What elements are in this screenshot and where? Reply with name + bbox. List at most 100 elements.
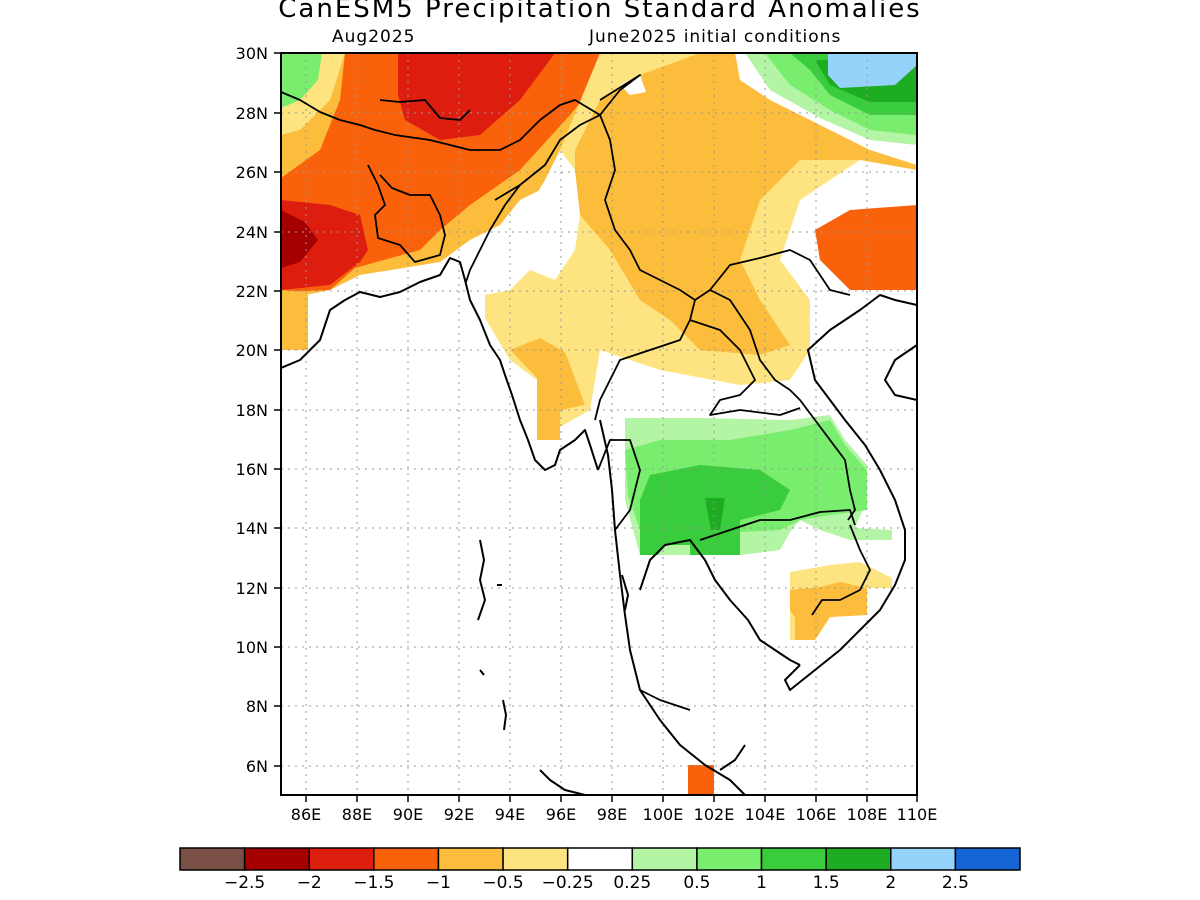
- lat-label: 24N: [236, 223, 268, 242]
- region-east-orange: [815, 205, 917, 290]
- colorbar-swatch: [696, 847, 763, 871]
- colorbar-swatch: [373, 847, 440, 871]
- colorbar: [179, 847, 1021, 871]
- border-cambodia-vietnam: [811, 524, 871, 616]
- lon-label: 106E: [796, 805, 837, 824]
- map-frame: [280, 52, 918, 796]
- coast-malaya-east: [719, 744, 746, 771]
- gridlines: [281, 53, 917, 795]
- lat-label: 16N: [236, 460, 268, 479]
- small-island-a: [479, 669, 485, 676]
- region-nw-darkred: [281, 210, 318, 268]
- region-white-plume: [620, 75, 646, 95]
- coast-thailand-gulf: [639, 539, 801, 666]
- country-borders: [281, 74, 871, 711]
- small-island-c: [621, 574, 630, 611]
- colorbar-labels: −2.5 −2 −1.5 −1 −0.5 −0.25 0.25 0.5 1 1.5 2 2.5: [224, 873, 969, 893]
- border-nepal-india: [281, 91, 376, 131]
- andaman-islands: [477, 539, 487, 621]
- colorbar-label: −1: [426, 873, 451, 893]
- lon-label: 100E: [643, 805, 684, 824]
- border-india-ne: [374, 99, 601, 151]
- lat-label: 28N: [236, 104, 268, 123]
- chart-title: CanESM5 Precipitation Standard Anomalies: [278, 0, 922, 24]
- colorbar-swatch: [825, 847, 892, 871]
- colorbar-label: 1: [756, 873, 767, 893]
- border-china-north: [599, 74, 641, 116]
- colorbar-label: −0.25: [542, 873, 594, 893]
- lat-label: 8N: [246, 697, 268, 716]
- lat-label: 6N: [246, 757, 268, 776]
- region-malaya-orange: [688, 765, 714, 795]
- coastlines: [281, 257, 917, 795]
- colorbar-label: 0.5: [683, 873, 710, 893]
- region-west-edge-orange: [281, 290, 308, 350]
- border-china-vietnam: [709, 249, 851, 296]
- border-bhutan: [379, 99, 471, 121]
- region-white-gap: [480, 150, 580, 280]
- border-bangladesh: [367, 164, 446, 263]
- colorbar-label: 1.5: [813, 873, 840, 893]
- lat-label: 30N: [236, 44, 268, 63]
- colorbar-label: −0.5: [482, 873, 523, 893]
- colorbar-swatch: [308, 847, 375, 871]
- region-south-myanmar-orange: [510, 338, 585, 440]
- lat-label: 26N: [236, 163, 268, 182]
- colorbar-label: −1.5: [353, 873, 394, 893]
- border-myanmar-thailand-south: [597, 439, 641, 531]
- colorbar-swatch: [566, 847, 634, 871]
- lat-label: 14N: [236, 519, 268, 538]
- border-india-myanmar: [465, 114, 601, 283]
- lon-label: 86E: [291, 805, 321, 824]
- border-laos: [694, 289, 856, 521]
- lon-label: 90E: [393, 805, 423, 824]
- colorbar-label: 0.25: [613, 873, 651, 893]
- lon-label: 92E: [444, 805, 474, 824]
- border-thailand-malaysia: [639, 689, 691, 711]
- anomaly-field: [281, 53, 917, 795]
- lat-label: 22N: [236, 282, 268, 301]
- colorbar-swatch: [890, 847, 957, 871]
- lon-label: 96E: [546, 805, 576, 824]
- nicobar-island: [502, 699, 508, 731]
- lon-label: 98E: [597, 805, 627, 824]
- lat-label: 10N: [236, 638, 268, 657]
- colorbar-swatch: [437, 847, 504, 871]
- region-ne-light-blue: [828, 53, 917, 88]
- lat-label: 18N: [236, 401, 268, 420]
- colorbar-swatch: [760, 847, 827, 871]
- lat-labels: 30N 28N 26N 24N 22N 20N 18N 16N 14N 12N …: [236, 44, 268, 776]
- colorbar-swatch: [179, 847, 246, 871]
- coast-sumatra: [539, 769, 586, 795]
- axis-ticks: [274, 52, 918, 802]
- forecast-month-label: Aug2025: [332, 27, 416, 47]
- colorbar-swatch: [243, 847, 310, 871]
- coast-vietnam: [784, 294, 917, 691]
- initial-conditions-label: June2025 initial conditions: [589, 27, 842, 47]
- border-india-myanmar-east: [494, 184, 521, 201]
- coast-vietnam-north: [884, 344, 917, 401]
- lon-label: 108E: [847, 805, 888, 824]
- colorbar-label: 2.5: [942, 873, 969, 893]
- region-indochina-dark-green: [705, 498, 725, 530]
- coast-andaman-peninsula: [599, 419, 746, 795]
- colorbar-label: 2: [885, 873, 896, 893]
- colorbar-swatch: [502, 847, 569, 871]
- lon-label: 110E: [897, 805, 938, 824]
- lon-labels: 86E 88E 90E 92E 94E 96E 98E 100E 102E 10…: [291, 805, 938, 824]
- lat-label: 20N: [236, 341, 268, 360]
- coast-india-bangladesh: [281, 257, 599, 471]
- colorbar-label: −2: [297, 873, 322, 893]
- region-nw-red-north: [398, 53, 555, 140]
- border-thailand-cambodia: [699, 509, 856, 541]
- lon-label: 94E: [495, 805, 525, 824]
- border-laos-thailand: [689, 319, 801, 416]
- colorbar-swatch: [954, 847, 1021, 871]
- border-myanmar-china: [599, 114, 696, 301]
- region-far-nw-green: [281, 53, 322, 108]
- lon-label: 104E: [745, 805, 786, 824]
- lon-label: 102E: [694, 805, 735, 824]
- islands: [477, 539, 630, 731]
- colorbar-swatch: [631, 847, 698, 871]
